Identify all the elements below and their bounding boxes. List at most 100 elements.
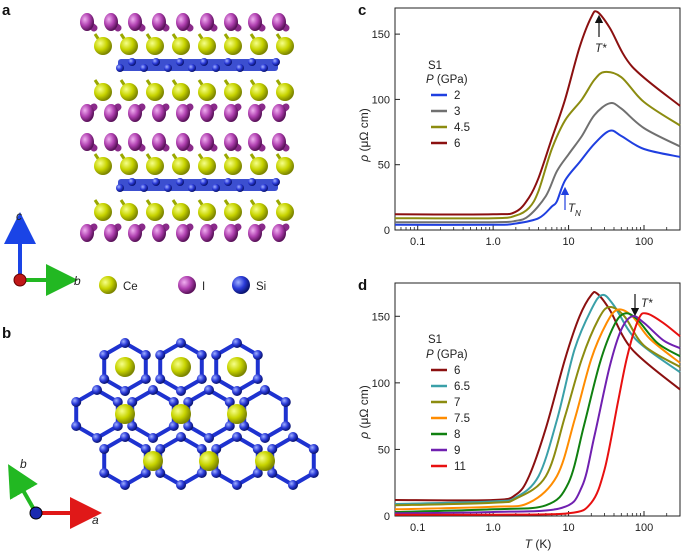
series-line-7-5 [394,308,681,511]
si-atom-icon [232,276,250,294]
panel-label-b: b [2,325,11,342]
cerium-atom [276,203,294,221]
silicon-atom [176,432,186,442]
silicon-atom [164,184,172,192]
silicon-atom [140,374,151,384]
silicon-atom [188,64,196,72]
cerium-atom [224,37,242,55]
iodine-atom [200,133,214,151]
cerium-atom [146,37,164,55]
silicon-atom [92,385,102,395]
legend-label-2: 2 [454,90,460,102]
cerium-atom [227,357,247,377]
silicon-atom [211,444,222,454]
silicon-atom [252,350,263,360]
panel-label-c: c [358,2,366,19]
cerium-atom [94,203,112,221]
iodine-atom [104,13,118,31]
y-tick-label: 50 [378,160,390,172]
cerium-atom [146,157,164,175]
iodine-atom [80,13,94,31]
iodine-atom [128,133,142,151]
tstar-label-c: T* [595,43,607,55]
silicon-atom [196,444,207,454]
axis-origin-b [29,506,43,520]
y-tick-label: 0 [384,225,390,237]
plot-frame-d [394,282,681,517]
legend-label-7-5: 7.5 [454,413,470,425]
iodine-atom [128,13,142,31]
x-tick-label: 100 [635,522,653,534]
silicon-atom [232,338,242,348]
series-line-7 [394,305,681,507]
silicon-atom [196,350,207,360]
y-axis-label-c: ρ (μΩ cm) [357,108,371,162]
axes-triad-b: b a [8,457,102,529]
cerium-atom [255,451,275,471]
cerium-atom [198,157,216,175]
iodine-atom [248,224,262,242]
silicon-atom [176,338,186,348]
iodine-atom [80,104,94,122]
axis-label-c: c [16,209,22,223]
iodine-atom [200,224,214,242]
iodine-atom [104,104,118,122]
panel-label-a: a [2,2,11,19]
silicon-atom [152,178,160,186]
series-line-6-5 [394,293,681,505]
iodine-atom [224,104,238,122]
ce-atom-icon [99,276,117,294]
cerium-atom [94,83,112,101]
legend-si: Si [256,281,266,293]
silicon-atom [128,58,136,66]
series-line-6 [394,10,681,216]
iodine-atom [176,224,190,242]
cerium-atom [172,83,190,101]
silicon-atom [155,444,166,454]
silicon-atom [211,468,222,478]
silicon-atom [211,374,222,384]
silicon-atom [155,374,166,384]
series-line-3 [394,102,681,224]
cerium-atom [224,203,242,221]
silicon-atom [196,374,207,384]
silicon-atom [288,480,298,490]
cerium-atom [172,157,190,175]
axis-label-b: b [74,274,81,288]
silicon-atom [211,350,222,360]
silicon-atom [200,178,208,186]
silicon-atom [260,385,270,395]
silicon-atom [224,421,235,431]
silicon-atom [200,58,208,66]
silicon-atom [260,64,268,72]
cerium-atom [276,157,294,175]
silicon-atom [260,433,270,443]
silicon-atom [140,468,151,478]
legend-label-11: 11 [454,461,466,473]
silicon-atom [176,178,184,186]
iodine-atom [272,224,286,242]
honeycomb-top-view [71,338,319,490]
silicon-atom [92,433,102,443]
legend-label-6-5: 6.5 [454,381,470,393]
silicon-atom [99,444,110,454]
silicon-atom [224,178,232,186]
legend-label-7: 7 [454,397,460,409]
iodine-atom [152,224,166,242]
silicon-atom [120,480,130,490]
silicon-atom [252,444,263,454]
silicon-atom [204,433,214,443]
silicon-atom [236,184,244,192]
plot-frame-c [394,7,681,231]
silicon-atom [152,58,160,66]
x-tick-label: 1.0 [485,236,500,248]
silicon-atom [212,184,220,192]
cerium-atom [120,157,138,175]
silicon-atom [267,444,278,454]
cerium-atom [250,37,268,55]
series-line-11 [394,312,681,516]
silicon-atom [71,397,82,407]
silicon-atom [239,397,250,407]
silicon-atom [224,397,235,407]
